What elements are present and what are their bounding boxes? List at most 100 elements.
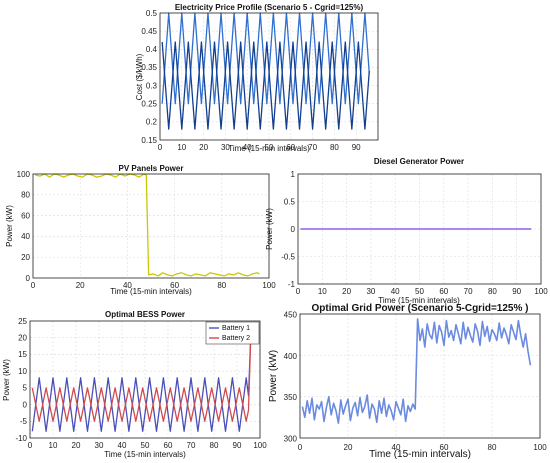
x-tick-label: 90 <box>233 441 242 450</box>
x-tick-label: 80 <box>210 441 219 450</box>
x-tick-label: 30 <box>95 441 104 450</box>
x-tick-label: 60 <box>439 287 448 296</box>
x-tick-label: 0 <box>158 143 163 152</box>
pv-chart-title: PV Panels Power <box>119 164 184 173</box>
bess-y-label: Power (kW) <box>2 359 11 401</box>
x-tick-label: 30 <box>221 143 230 152</box>
price-plot-frame <box>159 12 379 141</box>
y-tick-label: -10 <box>15 434 27 443</box>
x-tick-label: 0 <box>296 287 301 296</box>
diesel-plot-frame <box>297 173 542 285</box>
x-tick-label: 60 <box>286 143 295 152</box>
x-tick-label: 10 <box>49 441 58 450</box>
y-tick-label: 450 <box>284 311 298 320</box>
x-tick-label: 0 <box>28 441 33 450</box>
y-tick-label: 0.2 <box>146 118 158 127</box>
x-tick-label: 90 <box>352 143 361 152</box>
pv-y-label: Power (kW) <box>5 205 14 247</box>
x-tick-label: 80 <box>488 443 497 452</box>
y-tick-label: 0 <box>23 400 28 409</box>
y-tick-label: 0 <box>291 225 296 234</box>
x-tick-label: 60 <box>440 443 449 452</box>
x-tick-label: 80 <box>330 143 339 152</box>
bess-plot-frame <box>29 320 261 439</box>
grid-x-label: Time (15-min intervals) <box>369 449 471 460</box>
bess-chart-title: Optimal BESS Power <box>105 310 185 319</box>
x-tick-label: 100 <box>533 443 547 452</box>
x-tick-label: 60 <box>170 281 179 290</box>
x-tick-label: 80 <box>217 281 226 290</box>
pv-plot-frame <box>32 173 270 279</box>
bess-series-line-2 <box>31 334 252 422</box>
x-tick-label: 100 <box>253 441 267 450</box>
x-tick-label: 0 <box>298 443 303 452</box>
grid-power-chart: Optimal Grid Power (Scenario 5-Cgrid=125… <box>268 303 547 460</box>
x-tick-label: 30 <box>366 287 375 296</box>
x-tick-label: 20 <box>72 441 81 450</box>
y-tick-label: -1 <box>288 280 296 289</box>
x-tick-label: 90 <box>512 287 521 296</box>
x-tick-label: 100 <box>534 287 548 296</box>
x-tick-label: 20 <box>342 287 351 296</box>
y-tick-label: 100 <box>17 170 31 179</box>
grid-series-line-1 <box>301 318 532 424</box>
bess-series-line-1 <box>31 334 252 432</box>
x-tick-label: 40 <box>118 441 127 450</box>
pv-chart: PV Panels Power Time (15-min intervals) … <box>5 164 276 296</box>
bess-legend: Battery 1 Battery 2 <box>205 321 260 345</box>
pv-x-label: Time (15-min intervals) <box>110 287 192 296</box>
y-tick-label: 400 <box>284 352 298 361</box>
diesel-x-label: Time (15-min intervals) <box>378 296 460 305</box>
y-tick-label: 350 <box>284 393 298 402</box>
price-x-label: Time (15-min intervals) <box>228 144 310 153</box>
y-tick-label: 0.4 <box>146 45 158 54</box>
x-tick-label: 20 <box>199 143 208 152</box>
price-chart-title: Electricity Price Profile (Scenario 5 - … <box>175 3 364 12</box>
grid-plot-frame <box>299 313 541 439</box>
x-tick-label: 50 <box>265 143 274 152</box>
y-tick-label: 300 <box>284 435 298 444</box>
y-tick-label: 0.3 <box>146 81 158 90</box>
y-tick-label: 60 <box>21 211 30 220</box>
x-tick-label: 40 <box>391 287 400 296</box>
x-tick-label: 70 <box>187 441 196 450</box>
bess-x-label: Time (15-min intervals) <box>104 450 186 459</box>
y-tick-label: 25 <box>18 317 27 326</box>
price-y-label: Cost ($/kWh) <box>135 53 144 100</box>
diesel-y-label: Power (kW) <box>265 208 274 250</box>
y-tick-label: 5 <box>23 384 28 393</box>
y-tick-label: 40 <box>21 232 30 241</box>
x-tick-label: 0 <box>31 281 36 290</box>
price-series-line-2 <box>161 41 370 130</box>
y-tick-label: -0.5 <box>281 252 295 261</box>
x-tick-label: 20 <box>344 443 353 452</box>
x-tick-label: 70 <box>308 143 317 152</box>
x-tick-label: 10 <box>318 287 327 296</box>
y-tick-label: 0.25 <box>141 100 157 109</box>
x-tick-label: 70 <box>464 287 473 296</box>
y-tick-label: -5 <box>20 417 28 426</box>
y-tick-label: 1 <box>291 170 296 179</box>
y-tick-label: 10 <box>18 367 27 376</box>
y-tick-label: 15 <box>18 350 27 359</box>
pv-series-line-1 <box>35 173 260 277</box>
legend-label-battery-1: Battery 1 <box>222 325 250 332</box>
grid-y-label: Power (kW) <box>268 350 279 402</box>
y-tick-label: 80 <box>21 191 30 200</box>
bess-chart: Optimal BESS Power Time (15-min interval… <box>2 310 267 459</box>
legend-label-battery-2: Battery 2 <box>222 335 250 342</box>
y-tick-label: 0.5 <box>284 197 296 206</box>
x-tick-label: 10 <box>177 143 186 152</box>
diesel-chart: Diesel Generator Power Time (15-min inte… <box>265 157 548 305</box>
grid-chart-title: Optimal Grid Power (Scenario 5-Cgrid=125… <box>311 303 528 314</box>
y-tick-label: 0.45 <box>141 27 157 36</box>
y-tick-label: 0.35 <box>141 63 157 72</box>
x-tick-label: 20 <box>76 281 85 290</box>
y-tick-label: 20 <box>18 334 27 343</box>
y-tick-label: 0 <box>26 274 31 283</box>
x-tick-label: 40 <box>123 281 132 290</box>
x-tick-label: 50 <box>141 441 150 450</box>
grid-grid-and-ticks <box>299 313 541 439</box>
x-tick-label: 100 <box>262 281 276 290</box>
